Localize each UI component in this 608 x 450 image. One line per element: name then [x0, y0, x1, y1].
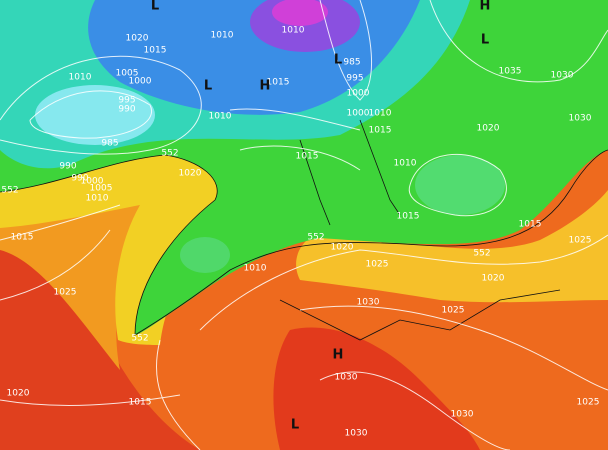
- 552-line: [0, 149, 608, 336]
- isobar-label: 1015: [397, 212, 420, 222]
- pressure-center: H: [333, 348, 344, 363]
- pressure-center: L: [334, 53, 342, 68]
- pressure-center: L: [204, 79, 212, 94]
- isobar-label: 1020: [126, 34, 149, 44]
- isobar-label: 1020: [482, 274, 505, 284]
- green-spot: [415, 155, 505, 215]
- isobar-label: 1030: [451, 410, 474, 420]
- isobar: [299, 305, 608, 450]
- isobar-label: 990: [59, 162, 76, 172]
- isobar: [0, 234, 608, 450]
- isobar-label: 1000: [347, 109, 370, 119]
- isobar-label: 1015: [369, 126, 392, 136]
- isobar-label: 1005: [116, 69, 139, 79]
- isobar-label: 1025: [54, 288, 77, 298]
- isobar-label: 990: [118, 105, 135, 115]
- isobar-label: 1000: [81, 177, 104, 187]
- green-spot: [180, 237, 230, 273]
- isobar: [0, 204, 121, 301]
- isobar-label: 1010: [86, 194, 109, 204]
- isobar-label: 1010: [394, 159, 417, 169]
- isobar-label: 985: [101, 139, 118, 149]
- isobar-label: 1015: [129, 398, 152, 408]
- isobar-label: 1030: [335, 373, 358, 383]
- isobar: [408, 153, 507, 217]
- orange-band: [0, 195, 150, 370]
- isobar-label: 1010: [211, 31, 234, 41]
- isobar-label: 1030: [551, 71, 574, 81]
- isobar-label: 1010: [244, 264, 267, 274]
- isobar-label: 1025: [442, 306, 465, 316]
- isobar-label: 1025: [577, 398, 600, 408]
- pressure-center: H: [260, 79, 271, 94]
- isobar-label: 1015: [519, 220, 542, 230]
- isobar: [319, 0, 372, 101]
- isobar-label: 1000: [347, 89, 370, 99]
- isobar-label: 1015: [144, 46, 167, 56]
- isobar-label: 995: [118, 96, 135, 106]
- isobar: [429, 0, 608, 83]
- isobar-label: 1015: [11, 233, 34, 243]
- isobar-label: 552: [1, 186, 18, 196]
- pressure-center: L: [151, 0, 159, 14]
- isobar: [229, 108, 361, 171]
- pressure-center: L: [291, 418, 299, 433]
- isobar-label: 552: [161, 149, 178, 159]
- isobar-label: 1020: [179, 169, 202, 179]
- isobar-label: 552: [473, 249, 490, 259]
- isobar-label: 1025: [366, 260, 389, 270]
- isobar-label: 990: [71, 174, 88, 184]
- isobar-label: 1030: [357, 298, 380, 308]
- isobar-label: 552: [307, 233, 324, 243]
- isobar-label: 1010: [369, 109, 392, 119]
- warm-region: [273, 327, 480, 450]
- isobar-label: 1030: [569, 114, 592, 124]
- pressure-center: L: [481, 33, 489, 48]
- isobar-label: 1010: [209, 112, 232, 122]
- yellow-band: [0, 150, 235, 345]
- isobar-label: 1020: [477, 124, 500, 134]
- light-region: [35, 85, 155, 145]
- isobar-label: 995: [346, 74, 363, 84]
- isobar: [0, 55, 202, 155]
- isobar-label: 1015: [267, 78, 290, 88]
- yellow-band: [296, 190, 608, 303]
- coastline: [279, 119, 561, 341]
- pressure-center: H: [480, 0, 491, 14]
- isobar-label: 1020: [7, 389, 30, 399]
- isobar-label: 1030: [345, 429, 368, 439]
- isobar-label: 552: [131, 334, 148, 344]
- isobar-label: 1025: [569, 236, 592, 246]
- magenta-region: [272, 0, 328, 26]
- isobar-label: 985: [343, 58, 360, 68]
- isobar: [29, 90, 153, 139]
- isobar-label: 1015: [296, 152, 319, 162]
- isobar-label: 1005: [90, 184, 113, 194]
- isobar-label: 1020: [331, 243, 354, 253]
- isobar-label: 1010: [69, 73, 92, 83]
- isobar-label: 1000: [129, 77, 152, 87]
- isobar-label: 1035: [499, 67, 522, 77]
- isobar-label: 1010: [282, 26, 305, 36]
